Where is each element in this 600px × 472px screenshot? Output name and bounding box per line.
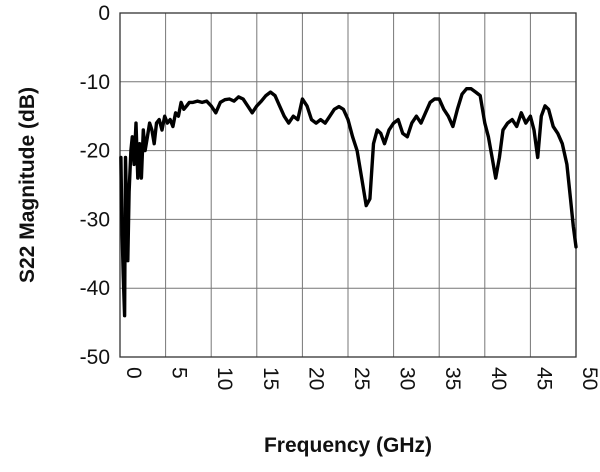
x-tick-label: 25 [350,367,373,390]
x-axis-label: Frequency (GHz) [264,434,432,457]
y-tick-label: 0 [98,2,110,25]
x-tick-label: 10 [213,367,236,390]
x-tick-label: 15 [259,367,282,390]
x-tick-label: 30 [396,367,419,390]
y-tick-labels: 0 -10 -20 -30 -40 -50 [80,2,110,369]
x-tick-label: 0 [122,367,145,379]
y-axis-label: S22 Magnitude (dB) [16,87,39,283]
x-tick-label: 5 [168,367,191,379]
y-tick-label: -40 [80,277,110,300]
grid [119,12,577,358]
y-tick-label: -10 [80,71,110,94]
x-tick-label: 20 [304,367,327,390]
y-tick-label: -50 [80,346,110,369]
x-tick-label: 40 [487,367,510,390]
x-tick-label: 50 [578,367,600,390]
x-tick-label: 35 [441,367,464,390]
x-tick-labels: 0 5 10 15 20 25 30 35 40 45 50 [122,367,600,390]
x-tick-label: 45 [532,367,555,390]
y-tick-label: -30 [80,208,110,231]
y-tick-label: -20 [80,140,110,163]
s22-magnitude-line [119,87,578,318]
